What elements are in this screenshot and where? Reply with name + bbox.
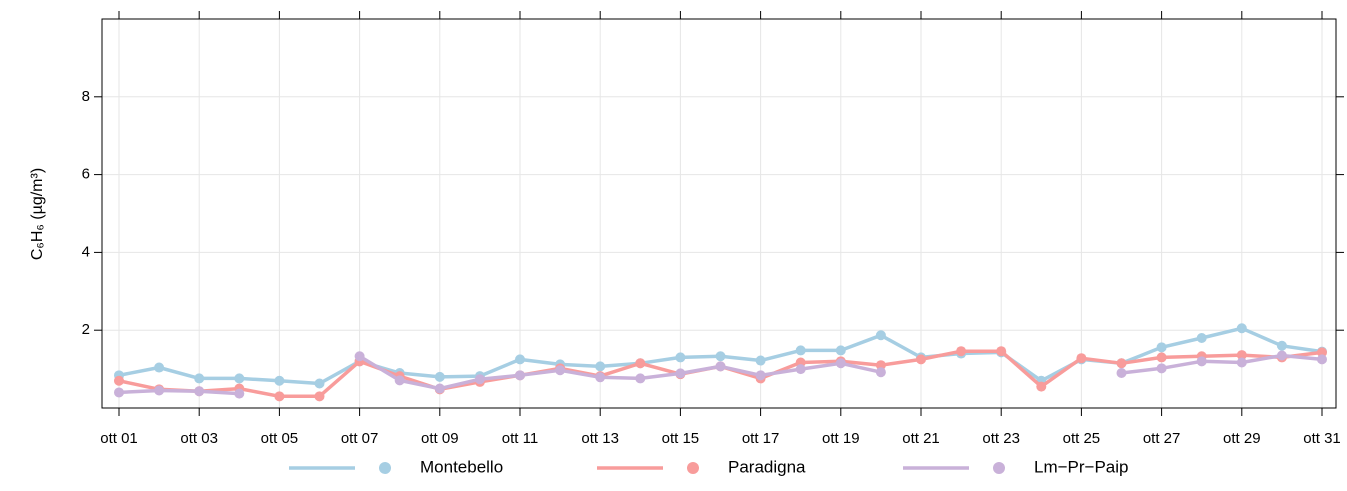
- data-point: [154, 385, 165, 396]
- legend-dot: [993, 462, 1005, 474]
- data-point: [114, 387, 124, 398]
- legend-dot: [379, 462, 391, 474]
- y-axis-label: C₆H₆ (µg/m³): [29, 168, 46, 260]
- x-tick-label: ott 11: [502, 430, 538, 447]
- data-point: [1276, 350, 1287, 361]
- data-point: [474, 374, 485, 385]
- x-tick-label: ott 15: [662, 430, 700, 447]
- data-point: [795, 345, 806, 356]
- x-tick-label: ott 21: [902, 430, 940, 447]
- data-point: [875, 367, 886, 378]
- data-point: [1076, 353, 1087, 364]
- data-point: [354, 351, 365, 362]
- data-point: [194, 373, 205, 384]
- x-tick-label: ott 27: [1143, 430, 1181, 447]
- x-tick-label: ott 13: [581, 430, 619, 447]
- x-tick-label: ott 17: [742, 430, 780, 447]
- data-point: [1156, 342, 1167, 353]
- legend-label: Paradigna: [728, 457, 806, 476]
- legend-dot: [687, 462, 699, 474]
- data-point: [1236, 350, 1247, 361]
- y-tick-label: 2: [82, 321, 90, 338]
- data-point: [154, 362, 165, 373]
- data-point: [1196, 356, 1207, 367]
- data-point: [956, 346, 967, 357]
- x-tick-label: ott 29: [1223, 430, 1261, 447]
- data-point: [675, 368, 686, 379]
- data-point: [114, 375, 124, 386]
- data-point: [1317, 354, 1327, 365]
- x-tick-label: ott 05: [261, 430, 299, 447]
- data-point: [1276, 340, 1287, 351]
- data-point: [314, 391, 325, 402]
- data-point: [1317, 347, 1327, 358]
- data-point: [394, 375, 405, 386]
- data-point: [875, 330, 886, 341]
- data-point: [835, 358, 846, 369]
- data-point: [875, 360, 886, 371]
- data-point: [635, 358, 646, 369]
- data-point: [795, 364, 806, 375]
- plot-frame: [101, 18, 1337, 409]
- y-tick-label: 6: [82, 166, 90, 183]
- data-point: [755, 355, 766, 366]
- data-point: [515, 370, 525, 381]
- x-tick-label: ott 31: [1303, 430, 1341, 447]
- data-point: [996, 346, 1007, 357]
- data-point: [555, 365, 566, 376]
- y-tick-label: 4: [82, 243, 90, 260]
- data-point: [595, 372, 606, 383]
- data-point: [595, 361, 606, 372]
- data-point: [274, 375, 285, 386]
- data-point: [916, 354, 926, 365]
- data-point: [434, 383, 445, 394]
- data-point: [434, 371, 445, 382]
- series-line: [118, 353, 1323, 396]
- legend-label: Montebello: [420, 457, 503, 476]
- data-point: [515, 354, 525, 365]
- y-tick-label: 8: [82, 88, 90, 105]
- data-point: [274, 391, 285, 402]
- data-point: [635, 373, 646, 384]
- x-tick-label: ott 25: [1063, 430, 1101, 447]
- data-point: [1156, 352, 1167, 363]
- data-point: [675, 352, 686, 363]
- data-point: [234, 388, 245, 399]
- data-point: [1116, 358, 1127, 369]
- x-tick-label: ott 07: [341, 430, 379, 447]
- data-point: [1236, 357, 1247, 368]
- data-point: [1196, 332, 1207, 343]
- data-point: [1116, 367, 1127, 378]
- x-tick-label: ott 23: [982, 430, 1020, 447]
- data-point: [715, 351, 726, 362]
- x-tick-label: ott 09: [421, 430, 459, 447]
- data-point: [1236, 323, 1247, 334]
- legend-label: Lm−Pr−Paip: [1034, 457, 1129, 476]
- x-tick-label: ott 19: [822, 430, 860, 447]
- data-point: [755, 370, 766, 381]
- data-point: [314, 378, 325, 389]
- data-point: [835, 345, 846, 356]
- data-point: [1156, 363, 1167, 374]
- data-point: [1036, 381, 1047, 392]
- data-point: [715, 361, 726, 372]
- x-tick-label: ott 03: [180, 430, 218, 447]
- x-tick-label: ott 01: [100, 430, 138, 447]
- data-point: [194, 386, 205, 397]
- data-point: [234, 373, 245, 384]
